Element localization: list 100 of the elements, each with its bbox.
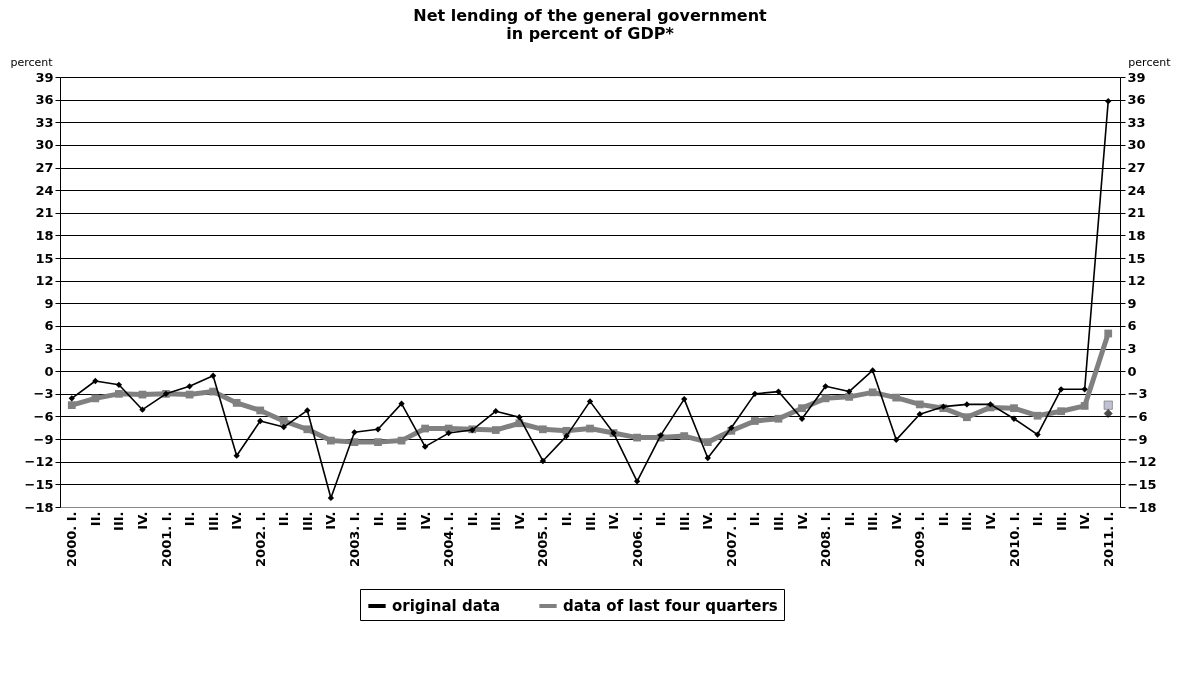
point	[798, 415, 806, 422]
point	[257, 417, 264, 425]
point	[374, 426, 382, 433]
x-tick-label: IV.	[606, 511, 622, 530]
x-tick-label: II.	[464, 511, 480, 527]
y2-tick-label: 15	[1127, 250, 1146, 266]
x-tick-label: IV.	[982, 511, 998, 530]
y-tick-label: 39	[35, 69, 54, 85]
x-tick-label: IV.	[700, 511, 716, 530]
y-tick-label: 21	[35, 205, 54, 221]
point	[186, 383, 193, 390]
y-tick-label: 36	[35, 92, 54, 108]
point	[1105, 97, 1112, 105]
x-tick-label: II.	[935, 511, 951, 527]
y2-tick-label: 24	[1127, 182, 1146, 198]
point	[845, 388, 853, 395]
x-tick-label: III.	[488, 511, 504, 531]
point	[892, 393, 901, 402]
y2-tick-label: 0	[1127, 363, 1137, 379]
point	[491, 426, 500, 434]
chart-title: Net lending of the general government in percent of GDP*	[413, 6, 768, 43]
x-tick-label: II.	[747, 511, 763, 527]
y-tick-label: 9	[44, 295, 54, 311]
y2-tick-label: −15	[1127, 476, 1157, 492]
point	[586, 398, 594, 405]
point	[351, 429, 358, 436]
y-tick-label: 15	[35, 250, 54, 266]
x-tick-label: 2009. I.	[912, 511, 928, 567]
x-tick-label: 2006. I.	[629, 511, 645, 567]
y-axis-title: percent	[10, 55, 54, 69]
point	[868, 388, 877, 397]
point	[445, 429, 452, 437]
x-tick-label: 2007. I.	[723, 511, 739, 567]
x-tick-label: II.	[182, 511, 198, 527]
y2-tick-label: 12	[1127, 273, 1146, 289]
point	[279, 417, 288, 425]
y2-tick-label: 30	[1127, 137, 1146, 153]
x-tick-label: III.	[394, 511, 410, 531]
y2-tick-label: 21	[1127, 205, 1146, 221]
point	[680, 432, 689, 440]
y2-tick-label: 9	[1127, 295, 1137, 311]
x-tick-label: 2008. I.	[818, 511, 834, 567]
point	[987, 401, 994, 408]
y-tick-label: −18	[24, 499, 54, 515]
y2-axis-title: percent	[1128, 55, 1172, 69]
point	[681, 395, 688, 403]
x-tick-label: IV.	[888, 511, 904, 530]
y2-tick-label: 6	[1127, 318, 1137, 334]
y-tick-label: 3	[44, 341, 54, 357]
x-tick-label: IV.	[229, 511, 245, 530]
x-tick-label: II.	[653, 511, 669, 527]
y-tick-label: 24	[35, 182, 54, 198]
point	[209, 372, 217, 379]
point	[821, 394, 830, 403]
x-tick-label: II.	[276, 511, 292, 527]
point	[256, 406, 265, 415]
point	[304, 407, 311, 414]
y-tick-label: 30	[35, 137, 54, 153]
x-tick-label: 2005. I.	[535, 511, 551, 567]
x-tick-label: III.	[865, 511, 881, 531]
x-tick-label: IV.	[417, 511, 433, 530]
x-tick-label: III.	[959, 511, 975, 531]
y2-tick-label: −6	[1127, 408, 1148, 424]
x-tick-label: II.	[87, 511, 103, 527]
point	[539, 425, 547, 434]
y2-tick-label: 3	[1127, 341, 1137, 357]
point	[703, 438, 712, 446]
point	[798, 404, 806, 413]
legend-label: data of last four quarters	[563, 597, 778, 615]
point	[209, 387, 217, 396]
point	[728, 424, 735, 431]
x-tick-label: II.	[370, 511, 386, 527]
y-tick-label: 18	[35, 227, 54, 243]
point	[232, 399, 241, 407]
point	[1034, 431, 1041, 438]
x-tick-label: III.	[205, 511, 221, 531]
point	[845, 392, 853, 401]
y-tick-label: −3	[33, 386, 54, 402]
point	[586, 424, 594, 433]
x-tick-label: II.	[1030, 511, 1046, 527]
point	[374, 438, 382, 446]
x-tick-label: 2011. I.	[1100, 511, 1116, 567]
point	[915, 400, 924, 409]
point	[398, 400, 405, 407]
point	[1010, 415, 1018, 422]
point	[893, 436, 900, 444]
point	[916, 411, 923, 418]
point	[1081, 386, 1088, 393]
x-tick-label: IV.	[323, 511, 339, 530]
x-tick-label: 2003. I.	[346, 511, 362, 567]
y2-tick-label: 18	[1127, 227, 1146, 243]
point	[563, 432, 570, 440]
x-tick-label: II.	[841, 511, 857, 527]
y2-tick-label: 33	[1127, 114, 1146, 130]
y2-tick-label: −18	[1127, 499, 1157, 515]
point	[92, 377, 99, 385]
x-tick-label: III.	[1053, 511, 1069, 531]
point	[1104, 329, 1113, 338]
x-tick-label: III.	[299, 511, 315, 531]
y2-tick-label: 39	[1127, 69, 1146, 85]
